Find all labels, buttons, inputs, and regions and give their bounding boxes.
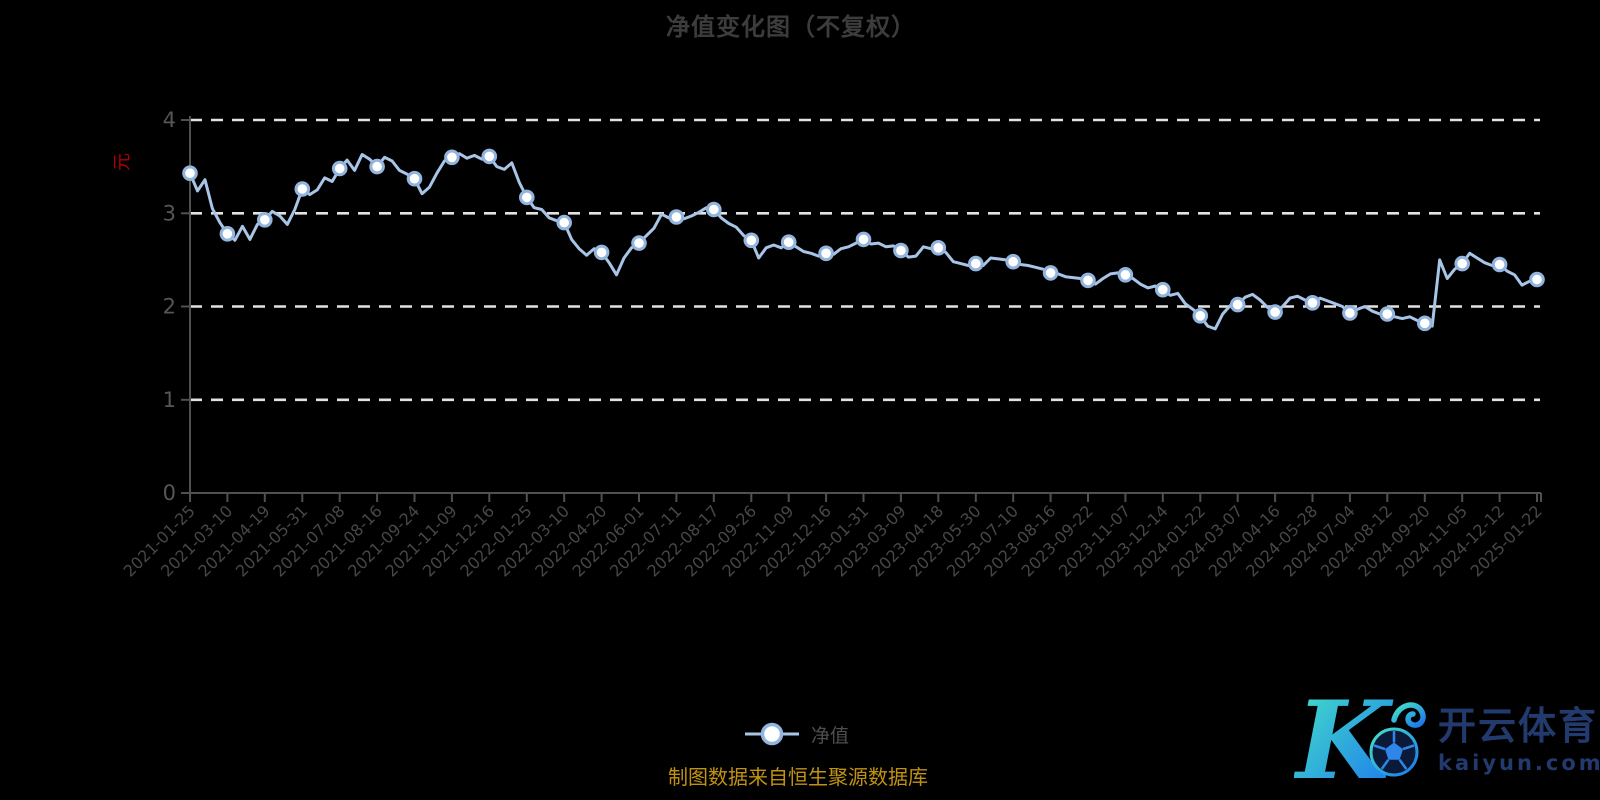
data-point-marker bbox=[1155, 281, 1171, 298]
legend-label: 净值 bbox=[811, 724, 850, 747]
data-point-marker bbox=[556, 214, 573, 231]
data-point-marker bbox=[1117, 267, 1134, 283]
data-point-marker bbox=[968, 255, 984, 272]
logo-brand-name: 开云体育 bbox=[1438, 703, 1599, 748]
data-point-marker bbox=[294, 181, 311, 197]
data-source-note: 制图数据来自恒生聚源数据库 bbox=[668, 765, 928, 789]
data-point-marker bbox=[1080, 272, 1096, 289]
logo-swirl bbox=[1391, 702, 1426, 728]
data-point-marker bbox=[930, 240, 947, 256]
data-point-marker bbox=[219, 226, 236, 242]
logo-domain: kaiyun.com bbox=[1438, 751, 1600, 776]
y-axis-label: 0 bbox=[163, 481, 176, 505]
soccer-ball-seams bbox=[1373, 731, 1415, 770]
chart-title: 净值变化图（不复权） bbox=[666, 13, 916, 41]
data-point-marker bbox=[331, 160, 348, 177]
data-point-marker bbox=[1005, 253, 1022, 270]
data-point-marker bbox=[855, 231, 872, 248]
kaiyun-logo[interactable]: K 开云体育 kaiyun.com bbox=[1294, 676, 1600, 800]
data-point-marker bbox=[780, 234, 797, 250]
data-point-marker bbox=[743, 232, 760, 249]
soccer-ball-pentagon bbox=[1385, 742, 1403, 760]
data-point-marker bbox=[406, 170, 423, 187]
y-axis-label: 3 bbox=[163, 201, 176, 225]
data-point-marker bbox=[444, 149, 460, 166]
data-point-marker bbox=[1417, 315, 1433, 332]
data-point-marker bbox=[893, 242, 909, 259]
legend-item-net-value[interactable]: 净值 bbox=[744, 719, 849, 749]
data-point-marker bbox=[182, 165, 198, 181]
data-point-marker bbox=[1491, 256, 1508, 273]
y-axis-unit-label: 元 bbox=[112, 153, 133, 171]
data-point-marker bbox=[1529, 271, 1545, 288]
data-point-marker bbox=[1454, 255, 1470, 272]
data-point-marker bbox=[1042, 265, 1059, 281]
data-point-marker bbox=[706, 201, 722, 218]
data-point-marker bbox=[631, 235, 647, 251]
data-point-marker bbox=[1342, 305, 1358, 321]
data-point-marker bbox=[1379, 306, 1396, 322]
data-point-marker bbox=[369, 158, 385, 175]
data-point-marker bbox=[1192, 308, 1209, 324]
nav-line-chart-canvas: 01234元2021-01-252021-03-102021-04-192021… bbox=[112, 108, 1546, 581]
kaiyun-logo-mark: K bbox=[1294, 678, 1426, 800]
legend-marker-icon bbox=[745, 722, 799, 746]
data-point-marker bbox=[593, 244, 610, 261]
data-point-marker bbox=[257, 212, 273, 228]
y-axis-label: 4 bbox=[163, 108, 176, 132]
data-point-marker bbox=[1229, 296, 1246, 313]
data-point-marker bbox=[818, 245, 834, 262]
data-point-marker bbox=[519, 189, 535, 206]
data-point-marker bbox=[1304, 295, 1321, 311]
y-axis-label: 1 bbox=[163, 388, 176, 412]
data-point-marker bbox=[481, 148, 498, 165]
y-axis-label: 2 bbox=[163, 295, 176, 319]
data-point-marker bbox=[668, 209, 685, 225]
logo-text-block: 开云体育 kaiyun.com bbox=[1438, 703, 1600, 776]
data-point-marker bbox=[1267, 304, 1283, 320]
